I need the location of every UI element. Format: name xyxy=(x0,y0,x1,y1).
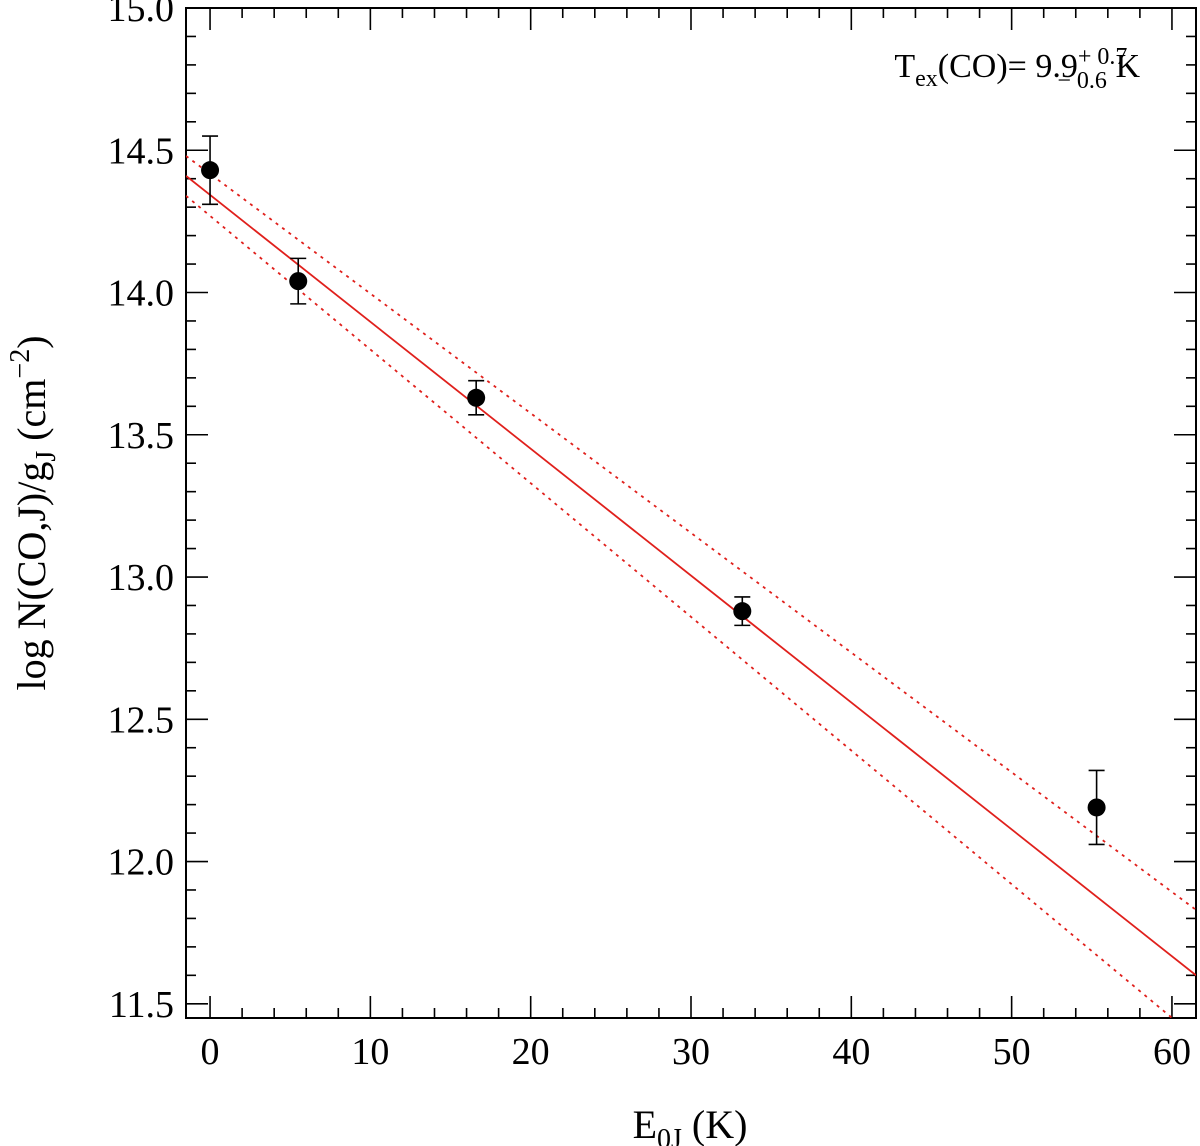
fit-lines xyxy=(186,155,1196,1018)
axis-ticks xyxy=(186,7,1196,1018)
x-tick-label: 60 xyxy=(1153,1031,1191,1073)
y-tick-label: 13.0 xyxy=(108,557,175,599)
y-tick-label: 15.0 xyxy=(108,0,175,30)
annotation-tex: Tex(CO)= 9.9+ 0.7− 0.6 K xyxy=(894,44,1140,94)
y-tick-label: 14.0 xyxy=(108,273,175,315)
axis-tick-labels: 0 10 20 30 40 50 60 11.5 12.0 12.5 13.0 13.5 14.0 14.… xyxy=(108,0,1191,1073)
data-point xyxy=(1087,798,1106,817)
data-point xyxy=(201,161,220,180)
data-point xyxy=(733,602,752,621)
data-points xyxy=(201,161,1106,817)
y-tick-label: 12.0 xyxy=(108,842,175,884)
data-point xyxy=(289,272,308,291)
x-tick-label: 10 xyxy=(351,1031,389,1073)
data-point xyxy=(467,388,486,407)
fit-bound-line xyxy=(186,195,1174,1018)
y-tick-label: 12.5 xyxy=(108,699,175,741)
y-tick-label: 14.5 xyxy=(108,130,175,172)
plot-frame xyxy=(185,7,1197,1019)
error-bars xyxy=(202,135,1105,846)
x-axis-label: E0J (K) xyxy=(633,1102,748,1146)
fit-line xyxy=(186,175,1196,977)
x-tick-label: 40 xyxy=(832,1031,870,1073)
x-tick-label: 0 xyxy=(201,1031,220,1073)
y-tick-label: 11.5 xyxy=(109,984,174,1026)
x-tick-label: 50 xyxy=(993,1031,1031,1073)
x-tick-label: 30 xyxy=(672,1031,710,1073)
x-tick-label: 20 xyxy=(512,1031,550,1073)
y-axis-label: log N(CO,J)/gJ (cm−2) xyxy=(5,335,62,690)
fit-bound-line xyxy=(186,155,1196,911)
y-tick-label: 13.5 xyxy=(108,415,175,457)
